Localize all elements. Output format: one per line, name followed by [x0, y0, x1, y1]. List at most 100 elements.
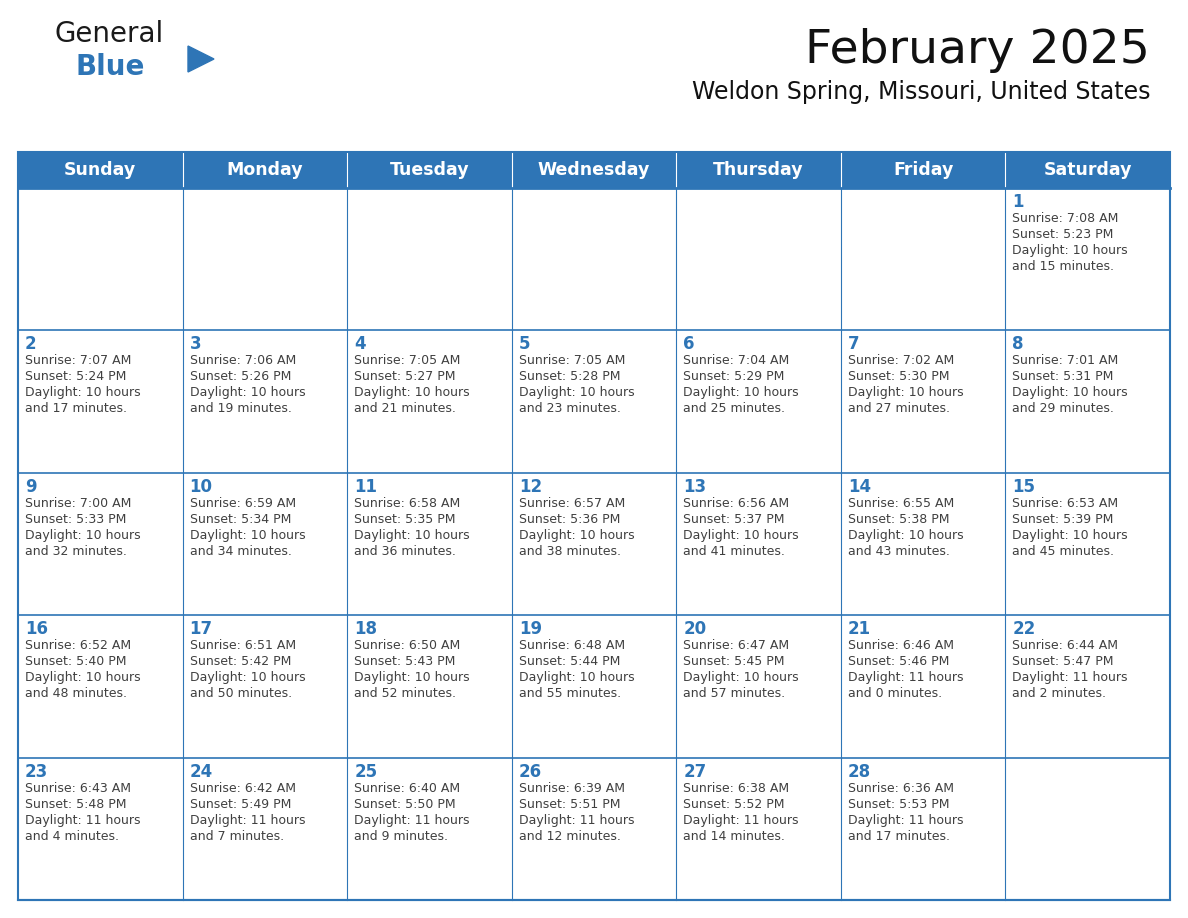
Text: and 9 minutes.: and 9 minutes.	[354, 830, 448, 843]
Text: Sunrise: 6:50 AM: Sunrise: 6:50 AM	[354, 639, 461, 652]
Text: 1: 1	[1012, 193, 1024, 211]
Text: 21: 21	[848, 621, 871, 638]
Text: Sunrise: 6:40 AM: Sunrise: 6:40 AM	[354, 781, 460, 795]
Text: Sunrise: 6:51 AM: Sunrise: 6:51 AM	[190, 639, 296, 652]
Text: and 15 minutes.: and 15 minutes.	[1012, 260, 1114, 273]
Text: Daylight: 10 hours: Daylight: 10 hours	[190, 386, 305, 399]
Text: Sunday: Sunday	[64, 161, 137, 179]
Text: Sunset: 5:38 PM: Sunset: 5:38 PM	[848, 513, 949, 526]
Text: and 45 minutes.: and 45 minutes.	[1012, 544, 1114, 558]
Text: Sunrise: 6:58 AM: Sunrise: 6:58 AM	[354, 497, 461, 509]
Text: and 55 minutes.: and 55 minutes.	[519, 688, 621, 700]
Text: and 12 minutes.: and 12 minutes.	[519, 830, 620, 843]
Text: 4: 4	[354, 335, 366, 353]
Bar	[18, 152, 1170, 188]
Text: Sunset: 5:44 PM: Sunset: 5:44 PM	[519, 655, 620, 668]
Text: Daylight: 10 hours: Daylight: 10 hours	[848, 386, 963, 399]
Text: and 0 minutes.: and 0 minutes.	[848, 688, 942, 700]
Text: 16: 16	[25, 621, 48, 638]
Text: and 41 minutes.: and 41 minutes.	[683, 544, 785, 558]
Bar	[183, 615, 347, 757]
Text: Sunrise: 7:04 AM: Sunrise: 7:04 AM	[683, 354, 790, 367]
Text: Daylight: 11 hours: Daylight: 11 hours	[848, 671, 963, 684]
Bar	[347, 615, 512, 757]
Text: 6: 6	[683, 335, 695, 353]
Bar	[512, 330, 676, 473]
Bar	[841, 473, 1005, 615]
Text: Sunset: 5:33 PM: Sunset: 5:33 PM	[25, 513, 126, 526]
Text: and 14 minutes.: and 14 minutes.	[683, 830, 785, 843]
Text: Sunset: 5:24 PM: Sunset: 5:24 PM	[25, 370, 126, 384]
Text: and 27 minutes.: and 27 minutes.	[848, 402, 950, 416]
Text: Thursday: Thursday	[713, 161, 804, 179]
Text: Weldon Spring, Missouri, United States: Weldon Spring, Missouri, United States	[691, 80, 1150, 104]
Text: Sunset: 5:45 PM: Sunset: 5:45 PM	[683, 655, 785, 668]
Text: Sunrise: 7:07 AM: Sunrise: 7:07 AM	[25, 354, 132, 367]
Text: Sunrise: 6:44 AM: Sunrise: 6:44 AM	[1012, 639, 1118, 652]
Text: Daylight: 10 hours: Daylight: 10 hours	[25, 671, 140, 684]
Bar	[676, 330, 841, 473]
Text: Sunset: 5:28 PM: Sunset: 5:28 PM	[519, 370, 620, 384]
Text: Daylight: 10 hours: Daylight: 10 hours	[25, 386, 140, 399]
Bar	[676, 188, 841, 330]
Bar	[1005, 757, 1170, 900]
Text: Sunset: 5:51 PM: Sunset: 5:51 PM	[519, 798, 620, 811]
Text: Daylight: 11 hours: Daylight: 11 hours	[1012, 671, 1127, 684]
Text: Sunset: 5:42 PM: Sunset: 5:42 PM	[190, 655, 291, 668]
Bar	[841, 757, 1005, 900]
Text: 25: 25	[354, 763, 378, 780]
Text: Daylight: 10 hours: Daylight: 10 hours	[190, 671, 305, 684]
Bar	[18, 615, 183, 757]
Text: and 50 minutes.: and 50 minutes.	[190, 688, 292, 700]
Text: 15: 15	[1012, 477, 1036, 496]
Text: Daylight: 10 hours: Daylight: 10 hours	[25, 529, 140, 542]
Bar	[347, 330, 512, 473]
Text: Daylight: 11 hours: Daylight: 11 hours	[354, 813, 469, 826]
Text: Sunrise: 7:05 AM: Sunrise: 7:05 AM	[519, 354, 625, 367]
Text: 3: 3	[190, 335, 201, 353]
Text: Sunset: 5:49 PM: Sunset: 5:49 PM	[190, 798, 291, 811]
Bar	[512, 473, 676, 615]
Bar	[841, 330, 1005, 473]
Text: Sunrise: 7:05 AM: Sunrise: 7:05 AM	[354, 354, 461, 367]
Text: 24: 24	[190, 763, 213, 780]
Text: 20: 20	[683, 621, 707, 638]
Text: Sunset: 5:35 PM: Sunset: 5:35 PM	[354, 513, 456, 526]
Text: 14: 14	[848, 477, 871, 496]
Text: Daylight: 11 hours: Daylight: 11 hours	[190, 813, 305, 826]
Text: Daylight: 10 hours: Daylight: 10 hours	[190, 529, 305, 542]
Bar	[1005, 615, 1170, 757]
Text: Daylight: 10 hours: Daylight: 10 hours	[683, 671, 798, 684]
Text: Sunset: 5:43 PM: Sunset: 5:43 PM	[354, 655, 455, 668]
Text: 5: 5	[519, 335, 530, 353]
Bar	[18, 473, 183, 615]
Bar	[1005, 330, 1170, 473]
Text: Sunrise: 7:01 AM: Sunrise: 7:01 AM	[1012, 354, 1119, 367]
Text: 9: 9	[25, 477, 37, 496]
Text: Sunset: 5:46 PM: Sunset: 5:46 PM	[848, 655, 949, 668]
Text: Monday: Monday	[227, 161, 303, 179]
Text: 7: 7	[848, 335, 859, 353]
Bar	[1005, 188, 1170, 330]
Text: Sunset: 5:52 PM: Sunset: 5:52 PM	[683, 798, 785, 811]
Text: Sunrise: 6:53 AM: Sunrise: 6:53 AM	[1012, 497, 1119, 509]
Text: Sunset: 5:48 PM: Sunset: 5:48 PM	[25, 798, 126, 811]
Text: and 4 minutes.: and 4 minutes.	[25, 830, 119, 843]
Bar	[347, 473, 512, 615]
Polygon shape	[188, 46, 214, 72]
Text: and 2 minutes.: and 2 minutes.	[1012, 688, 1106, 700]
Text: and 17 minutes.: and 17 minutes.	[25, 402, 127, 416]
Text: Daylight: 11 hours: Daylight: 11 hours	[683, 813, 798, 826]
Text: Daylight: 10 hours: Daylight: 10 hours	[1012, 386, 1129, 399]
Text: Sunrise: 6:48 AM: Sunrise: 6:48 AM	[519, 639, 625, 652]
Text: and 48 minutes.: and 48 minutes.	[25, 688, 127, 700]
Text: Daylight: 11 hours: Daylight: 11 hours	[25, 813, 140, 826]
Text: 19: 19	[519, 621, 542, 638]
Text: 18: 18	[354, 621, 377, 638]
Text: Sunset: 5:37 PM: Sunset: 5:37 PM	[683, 513, 785, 526]
Text: Sunset: 5:40 PM: Sunset: 5:40 PM	[25, 655, 126, 668]
Text: Daylight: 10 hours: Daylight: 10 hours	[354, 386, 469, 399]
Text: Sunset: 5:29 PM: Sunset: 5:29 PM	[683, 370, 784, 384]
Text: Daylight: 11 hours: Daylight: 11 hours	[519, 813, 634, 826]
Text: and 43 minutes.: and 43 minutes.	[848, 544, 949, 558]
